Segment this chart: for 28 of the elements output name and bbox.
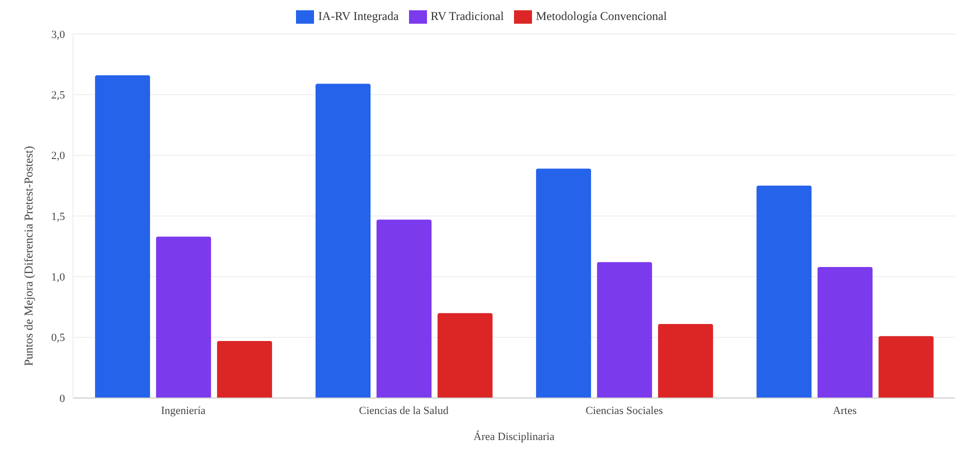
bar <box>818 266 873 398</box>
y-tick-label: 1,5 <box>51 210 66 223</box>
y-tick-label: 3,0 <box>51 28 66 41</box>
x-tick-label: Ingeniería <box>160 404 206 417</box>
bar <box>438 313 493 398</box>
x-axis-title: Área Disciplinaria <box>474 430 555 443</box>
bar <box>376 220 432 398</box>
x-tick-label: Ciencias Sociales <box>586 404 663 417</box>
bar <box>316 84 371 398</box>
y-tick-label: 2,5 <box>51 90 66 102</box>
bar <box>756 186 812 398</box>
bar <box>536 168 592 398</box>
bar <box>878 336 934 398</box>
y-tick-label: 0,5 <box>51 332 66 344</box>
bar <box>95 75 150 398</box>
x-tick-label: Artes <box>832 404 857 417</box>
bar <box>156 236 212 398</box>
x-tick-label: Ciencias de la Salud <box>358 404 449 417</box>
bar <box>658 324 714 398</box>
bar <box>217 340 272 398</box>
legend-label: Metodología Convencional <box>536 8 667 23</box>
y-tick-label: 1,0 <box>51 272 66 284</box>
y-tick-label: 2,0 <box>51 150 66 162</box>
legend-label: RV Tradicional <box>430 8 504 23</box>
y-axis-title: Puntos de Mejora (Diferencia Pretest-Postest) <box>21 146 36 366</box>
y-tick-label: 0 <box>60 392 66 405</box>
legend-label: IA-RV Integrada <box>318 8 399 23</box>
bar <box>597 262 652 398</box>
